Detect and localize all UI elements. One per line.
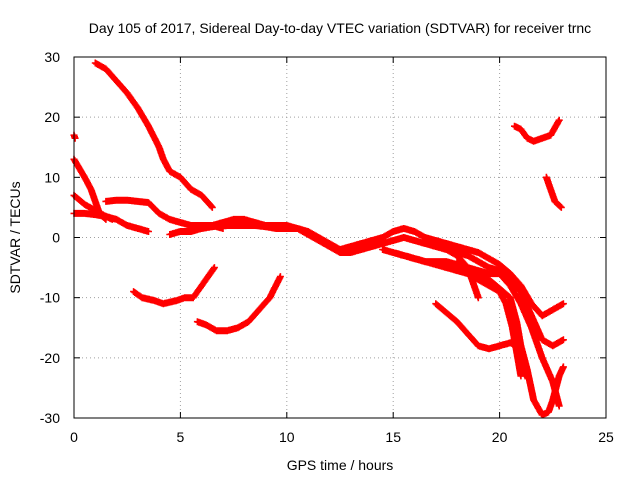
series-arc-13 [432,300,529,380]
series-marks [198,222,567,350]
tick-layer: 0 5 10 15 20 25 -30 -20 -10 0 10 20 30 [40,49,614,445]
series-arc-14 [130,264,218,308]
series-arc-5 [70,209,116,223]
series-marks [91,59,216,211]
series-arc-17 [542,173,565,211]
series-marks [193,273,284,335]
x-tick-label: 25 [598,429,614,445]
series-marks [442,246,482,302]
series-arc-16 [511,116,563,145]
x-tick-label: 10 [279,429,295,445]
chart-title: Day 105 of 2017, Sidereal Day-to-day VTE… [89,20,591,36]
series-arc-8 [198,222,567,350]
x-tick-label: 20 [492,429,508,445]
x-axis-label: GPS time / hours [287,457,394,473]
series-marks [542,173,565,211]
y-tick-label: 10 [44,169,60,185]
series-arc-2 [70,131,79,142]
x-tick-label: 5 [177,429,185,445]
series-arc-1 [91,59,216,211]
series-marks [130,264,218,308]
series-marks [453,258,567,419]
series-marks [432,300,529,380]
x-tick-label: 15 [385,429,401,445]
y-tick-label: -10 [40,290,60,306]
y-tick-label: 30 [44,49,60,65]
y-tick-label: 20 [44,109,60,125]
y-tick-label: -30 [40,410,60,426]
series-marks [511,116,563,145]
y-axis-label: SDTVAR / TECUs [7,181,23,293]
y-tick-label: -20 [40,350,60,366]
series-marks [70,131,79,142]
series-arc-15 [193,273,284,335]
series-marks [70,209,116,223]
series-arc-12 [442,246,482,302]
y-tick-label: 0 [52,230,60,246]
series-layer [70,59,567,419]
series-arc-11 [453,258,567,419]
x-tick-label: 0 [70,429,78,445]
